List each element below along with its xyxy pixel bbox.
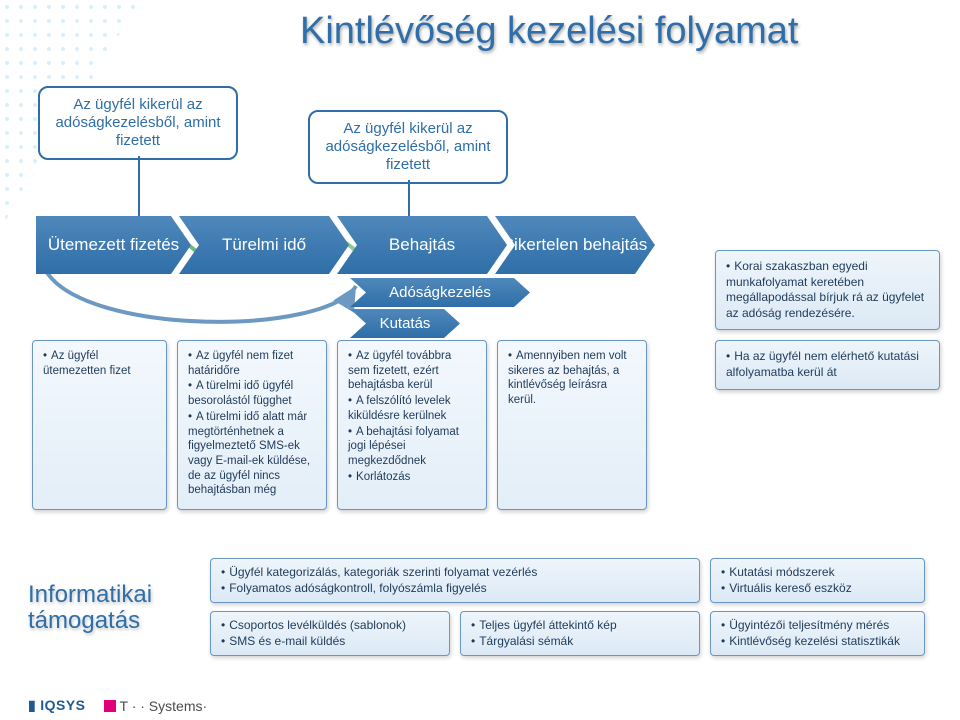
connector-2 bbox=[408, 180, 410, 216]
it-item: Teljes ügyfél áttekintő kép bbox=[471, 618, 689, 634]
detail-box-2: Az ügyfél nem fizet határidőre A türelmi… bbox=[177, 340, 327, 510]
it-item: Kutatási módszerek bbox=[721, 565, 914, 581]
right-notes: Korai szakaszban egyedi munkafolyamat ke… bbox=[715, 250, 940, 390]
it-box-research: Kutatási módszerek Virtuális kereső eszk… bbox=[710, 558, 925, 603]
page-title: Kintlévőség kezelési folyamat bbox=[300, 10, 930, 53]
it-item: Ügyintézői teljesítmény mérés bbox=[721, 618, 914, 634]
it-support-grid: Ügyfél kategorizálás, kategoriák szerint… bbox=[210, 558, 925, 656]
detail-box-1: Az ügyfél ütemezetten fizet bbox=[32, 340, 167, 510]
sub-stages: Adóságkezelés Kutatás bbox=[350, 278, 530, 340]
right-note-2: Ha az ügyfél nem elérhető kutatási alfol… bbox=[715, 340, 940, 389]
it-support-title: Informatikai támogatás bbox=[28, 582, 152, 635]
title-line-1: Informatikai bbox=[28, 581, 152, 608]
it-box-messaging: Csoportos levélküldés (sablonok) SMS és … bbox=[210, 611, 450, 656]
detail-box-3: Az ügyfél továbbra sem fizetett, ezért b… bbox=[337, 340, 487, 510]
title-line-2: támogatás bbox=[28, 607, 140, 634]
stage-label: Behajtás bbox=[389, 236, 455, 255]
iqsys-logo: IQSYS bbox=[28, 697, 86, 714]
detail-item: A türelmi idő alatt már megtörténhetnek … bbox=[188, 410, 316, 498]
detail-item: Amennyiben nem volt sikeres az behajtás,… bbox=[508, 349, 636, 408]
stage-scheduled-payment: Ütemezett fizetés bbox=[36, 216, 191, 274]
process-chevrons: Ütemezett fizetés Türelmi idő Behajtás S… bbox=[36, 216, 643, 274]
note-text: Korai szakaszban egyedi munkafolyamat ke… bbox=[726, 259, 929, 321]
substage-research: Kutatás bbox=[350, 309, 460, 338]
footer-logos: IQSYS T · · Systems· bbox=[28, 697, 207, 714]
tsystems-text: T · · Systems· bbox=[120, 698, 208, 714]
it-item: Ügyfél kategorizálás, kategoriák szerint… bbox=[221, 565, 689, 581]
it-item: Folyamatos adóságkontroll, folyószámla f… bbox=[221, 581, 689, 597]
note-text: Ha az ügyfél nem elérhető kutatási alfol… bbox=[726, 349, 929, 380]
detail-item: Az ügyfél nem fizet határidőre bbox=[188, 349, 316, 378]
it-item: Virtuális kereső eszköz bbox=[721, 581, 914, 597]
detail-item: Korlátozás bbox=[348, 470, 476, 485]
it-item: Tárgyalási sémák bbox=[471, 634, 689, 650]
tsystems-logo: T · · Systems· bbox=[104, 698, 208, 714]
right-note-1: Korai szakaszban egyedi munkafolyamat ke… bbox=[715, 250, 940, 330]
it-box-overview: Teljes ügyfél áttekintő kép Tárgyalási s… bbox=[460, 611, 700, 656]
stage-grace-period: Türelmi idő bbox=[179, 216, 349, 274]
it-item: SMS és e-mail küldés bbox=[221, 634, 439, 650]
stage-label: Türelmi idő bbox=[222, 236, 306, 255]
detail-item: A behajtási folyamat jogi lépései megkez… bbox=[348, 425, 476, 469]
detail-row: Az ügyfél ütemezetten fizet Az ügyfél ne… bbox=[32, 340, 647, 510]
detail-item: A felszólító levelek kiküldésre kerülnek bbox=[348, 394, 476, 423]
it-item: Csoportos levélküldés (sablonok) bbox=[221, 618, 439, 634]
connector-1 bbox=[138, 156, 140, 216]
detail-item: Az ügyfél ütemezetten fizet bbox=[43, 349, 156, 378]
stage-collection: Behajtás bbox=[337, 216, 507, 274]
stage-failed-collection: Sikertelen behajtás bbox=[495, 216, 655, 274]
detail-item: Az ügyfél továbbra sem fizetett, ezért b… bbox=[348, 349, 476, 393]
it-box-stats: Ügyintézői teljesítmény mérés Kintlévősé… bbox=[710, 611, 925, 656]
detail-item: A türelmi idő ügyfél besorolástól függhe… bbox=[188, 379, 316, 408]
it-box-categorization: Ügyfél kategorizálás, kategoriák szerint… bbox=[210, 558, 700, 603]
stage-label: Sikertelen behajtás bbox=[503, 236, 648, 255]
stage-label: Ütemezett fizetés bbox=[48, 236, 179, 255]
callout-exit-2: Az ügyfél kikerül az adóságkezelésből, a… bbox=[308, 110, 508, 184]
detail-box-4: Amennyiben nem volt sikeres az behajtás,… bbox=[497, 340, 647, 510]
callout-exit-1: Az ügyfél kikerül az adóságkezelésből, a… bbox=[38, 86, 238, 160]
substage-debt-mgmt: Adóságkezelés bbox=[350, 278, 530, 307]
it-item: Kintlévőség kezelési statisztikák bbox=[721, 634, 914, 650]
